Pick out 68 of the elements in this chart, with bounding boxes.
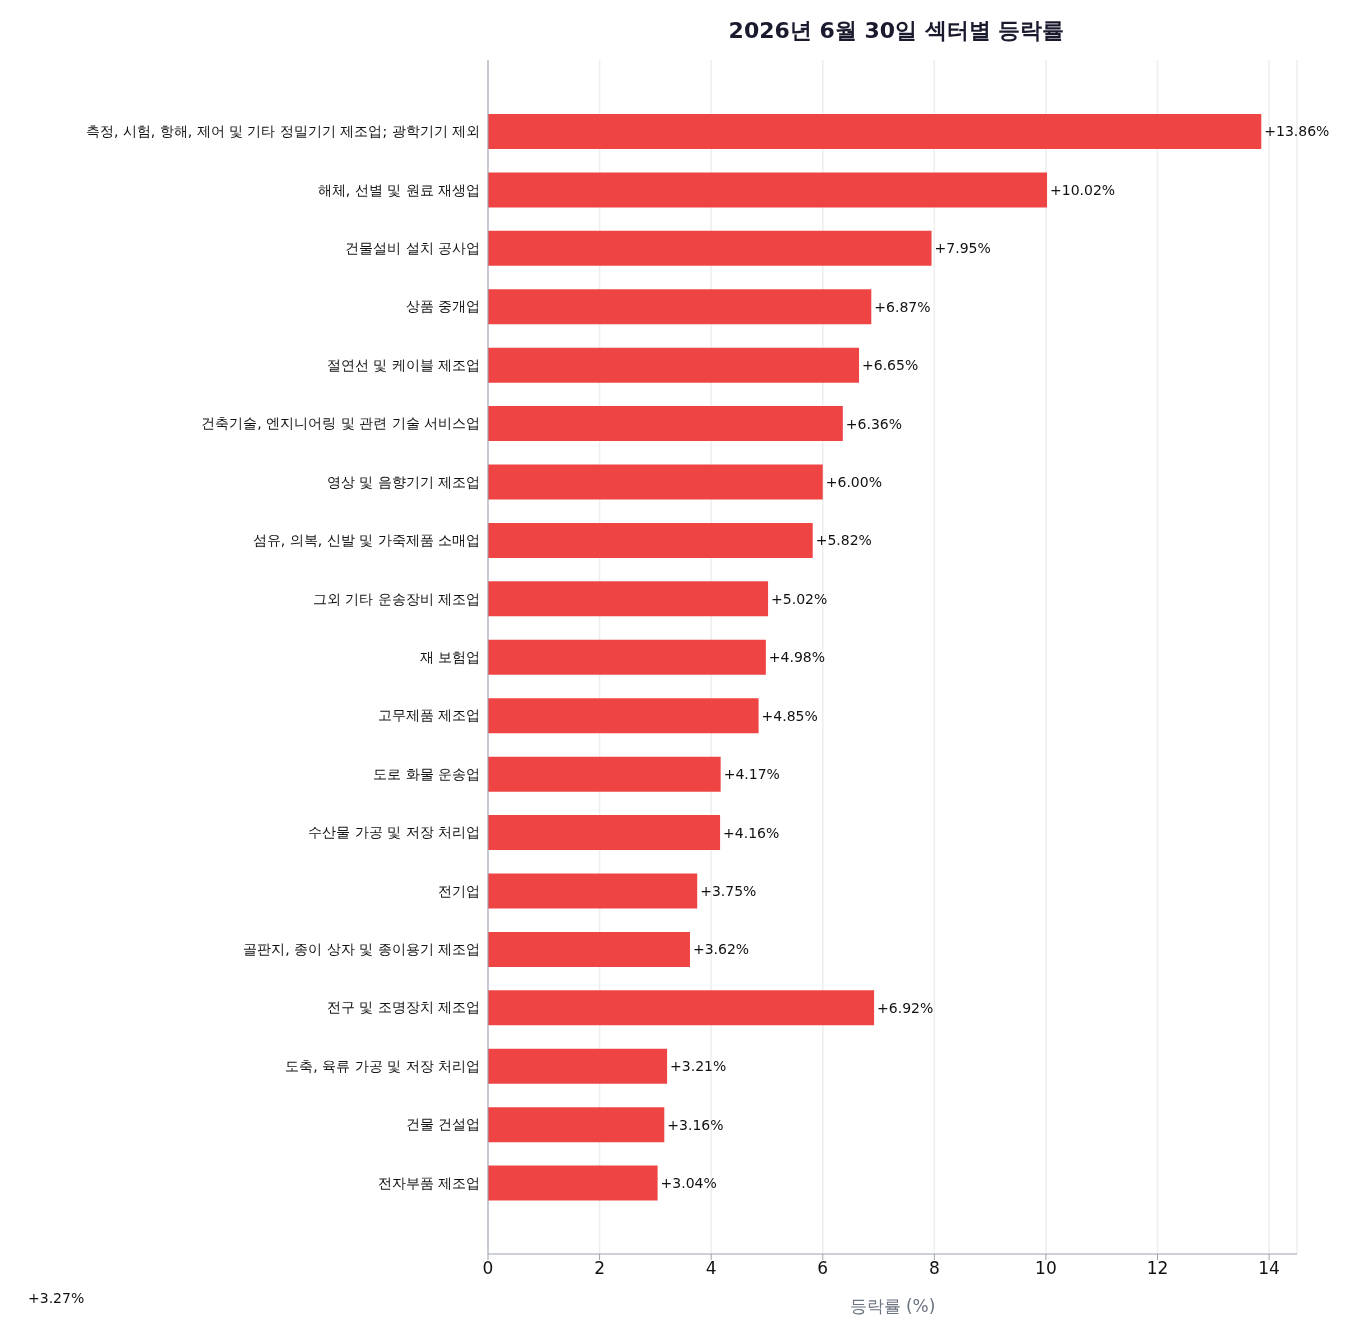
y-tick-label: 해체, 선별 및 원료 재생업 [317, 181, 480, 198]
x-tick-label: 4 [705, 1258, 717, 1279]
y-tick-label: 전자부품 제조업 [377, 1174, 480, 1191]
data-label: +4.16% [723, 824, 780, 841]
y-tick-label: 그외 기타 운송장비 제조업 [312, 590, 480, 607]
chart-title: 2026년 6월 30일 섹터별 등락률 [727, 17, 1066, 45]
y-tick-label: 고무제품 제조업 [377, 707, 480, 724]
y-tick-label: 상품 중개업 [405, 298, 480, 315]
y-tick-label: 전기업 [438, 882, 480, 899]
bar [488, 990, 875, 1026]
x-tick-label: 8 [928, 1258, 940, 1279]
bar [488, 114, 1262, 149]
data-label: +3.62% [692, 941, 750, 958]
bar [488, 522, 813, 558]
y-tick-label: 절연선 및 케이블 제조업 [326, 356, 480, 373]
x-tick-label: 6 [817, 1258, 829, 1279]
data-label: +6.36% [845, 415, 903, 432]
data-label: +3.21% [670, 1058, 727, 1075]
bar [488, 581, 769, 617]
x-axis-title: 등락률 (%) [849, 1296, 936, 1316]
y-tick-label: 도로 화물 운송업 [373, 765, 480, 782]
data-label: +6.92% [877, 999, 934, 1016]
bar [488, 464, 823, 500]
data-label: +13.86% [1264, 123, 1330, 140]
y-tick-label: 건물설비 설치 공사업 [345, 240, 480, 257]
data-label: +7.95% [934, 240, 991, 257]
data-label: +5.02% [771, 590, 828, 607]
data-label: +10.02% [1050, 181, 1116, 198]
y-tick-label: 골판지, 종이 상자 및 종이용기 제조업 [243, 941, 480, 958]
text: +3.27% [28, 1290, 85, 1306]
y-tick-label: 측정, 시험, 항해, 제어 및 기타 정밀기기 제조업; 광학기기 제외 [85, 123, 480, 140]
data-label: +6.00% [825, 474, 882, 490]
bar [488, 873, 698, 909]
data-label: +3.75% [700, 882, 757, 899]
bar [488, 698, 759, 734]
bar [488, 1048, 668, 1084]
x-tick-label: 2 [594, 1258, 605, 1279]
y-tick-label: 전구 및 조명장치 제조업 [326, 999, 480, 1016]
bar [488, 406, 843, 442]
data-label: +6.87% [874, 298, 931, 315]
data-label: +6.65% [862, 357, 919, 374]
y-tick-label: 재 보험업 [419, 648, 480, 665]
bar [488, 815, 721, 851]
data-label: +3.04% [660, 1175, 717, 1192]
data-label: +3.16% [667, 1116, 724, 1133]
data-label: +5.82% [815, 532, 872, 549]
bar [488, 172, 1048, 208]
bar [488, 756, 721, 792]
bar [488, 347, 860, 383]
bar [488, 931, 690, 967]
y-tick-label: 수산물 가공 및 저장 처리업 [308, 824, 480, 841]
data-label: +4.98% [768, 649, 826, 666]
data-label: +4.17% [723, 766, 780, 783]
x-tick-label: 12 [1146, 1258, 1169, 1279]
x-tick-label: 10 [1035, 1258, 1057, 1279]
bar [488, 1107, 665, 1143]
bar [488, 230, 932, 266]
bar [488, 639, 766, 675]
data-label: +4.85% [761, 707, 818, 724]
y-tick-label: 건축기술, 엔지니어링 및 관련 기술 서비스업 [201, 415, 480, 432]
x-tick-label: 0 [482, 1258, 494, 1279]
y-tick-label: 건물 건설업 [405, 1116, 480, 1133]
bar [488, 289, 872, 325]
y-tick-label: 섬유, 의복, 신발 및 가죽제품 소매업 [252, 532, 480, 549]
y-tick-label: 도축, 육류 가공 및 저장 처리업 [285, 1057, 480, 1074]
y-tick-label: 영상 및 음향기기 제조업 [326, 473, 480, 490]
bar [488, 1165, 658, 1201]
x-tick-label: 14 [1258, 1258, 1280, 1279]
